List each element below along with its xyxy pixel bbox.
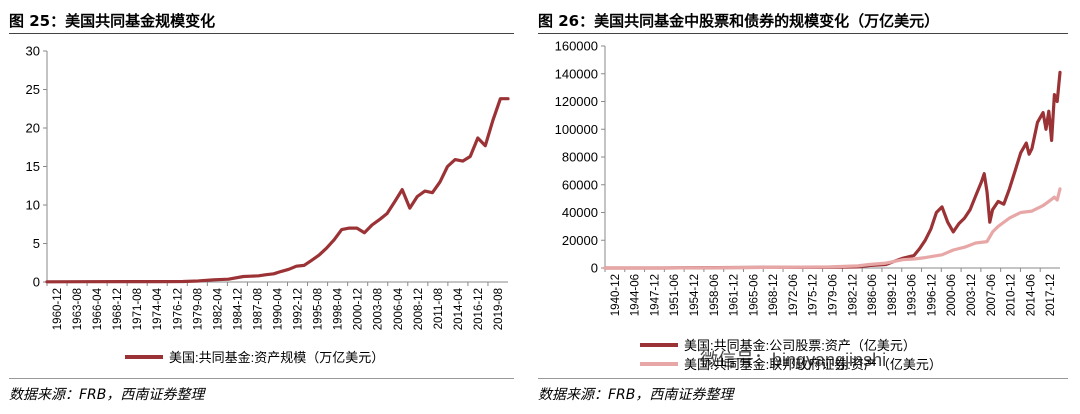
right-x-tick-label: 2014-06	[1025, 274, 1037, 316]
right-x-tick-label: 1961-12	[729, 274, 741, 316]
left-y-tick-label: 10	[26, 198, 40, 213]
right-chart: 0 20000 40000 60000 80000 100000 120000 140000 1…	[555, 39, 1062, 372]
left-x-tick-label: 2019-08	[493, 288, 505, 330]
right-x-tick-label: 1968-12	[768, 274, 780, 316]
right-x-tick-label: 1954-12	[689, 274, 701, 316]
right-x-tick-label: 2007-06	[986, 274, 998, 316]
right-y-tick-label: 100000	[555, 122, 598, 137]
left-x-tick-label: 1984-12	[232, 288, 244, 330]
left-x-tick-label: 1979-08	[192, 288, 204, 330]
right-x-tick-label: 1989-12	[887, 274, 899, 316]
left-x-tick-label: 2003-08	[373, 288, 385, 330]
right-y-tick-label: 140000	[555, 66, 598, 81]
left-x-tick-label: 2006-04	[393, 287, 405, 330]
right-legend-label-2: 美国:共同基金:联邦政府证券:资产（亿美元）	[684, 357, 942, 372]
right-y-tick-label: 0	[591, 261, 598, 276]
right-x-tick-label: 2017-12	[1045, 274, 1057, 316]
right-x-tick-label: 2003-12	[966, 274, 978, 316]
right-x-tick-label: 1986-06	[867, 274, 879, 316]
right-x-tick-label: 1996-12	[926, 274, 938, 316]
left-x-tick-label: 2000-12	[353, 288, 365, 330]
left-y-tick-label: 0	[33, 275, 40, 290]
left-x-tick-label: 1987-08	[252, 288, 264, 330]
left-x-tick-label: 1995-08	[313, 288, 325, 330]
right-x-tick-label: 1940-12	[610, 274, 622, 316]
right-y-tick-label: 40000	[562, 205, 598, 220]
left-x-tick-label: 1974-04	[152, 287, 164, 330]
left-x-tick-label: 1990-04	[273, 287, 285, 330]
right-y-tick-label: 20000	[562, 233, 598, 248]
left-y-tick-label: 20	[26, 121, 40, 136]
left-y-tick-label: 25	[26, 82, 40, 97]
left-source-note: 数据来源：FRB，西南证券整理	[9, 387, 205, 403]
right-x-tick-label: 1951-06	[669, 274, 681, 316]
right-x-tick-label: 1947-12	[649, 274, 661, 316]
right-legend-label-1: 美国:共同基金:公司股票:资产（亿美元）	[684, 338, 916, 353]
left-x-tick-label: 1998-04	[333, 287, 345, 330]
right-y-tick-label: 120000	[555, 94, 598, 109]
right-x-tick-label: 1944-06	[630, 274, 642, 316]
left-x-tick-label: 2008-12	[413, 288, 425, 330]
right-x-tick-label: 1972-06	[788, 274, 800, 316]
right-x-tick-label: 1993-06	[907, 274, 919, 316]
watermark-text: 微信号：bingyangjinshi	[700, 350, 886, 370]
left-x-tick-label: 1963-08	[72, 288, 84, 330]
right-series-line-1	[603, 70, 1062, 270]
left-y-tick-label: 5	[33, 236, 40, 251]
left-x-tick-label: 1982-04	[212, 287, 224, 330]
right-series-line-2	[603, 187, 1062, 270]
left-x-tick-label: 2014-04	[453, 287, 465, 330]
left-x-tick-label: 1966-04	[92, 287, 104, 330]
right-x-tick-label: 1982-12	[847, 274, 859, 316]
left-chart: 0 5 10 15 20 25 30 1960-12 1963-08 1966-04 1968-12…	[26, 44, 510, 365]
left-y-tick-label: 30	[26, 44, 40, 59]
right-y-tick-label: 160000	[555, 39, 598, 54]
right-source-rule	[538, 378, 1068, 379]
right-chart-title: 图 26：美国共同基金中股票和债券的规模变化（万亿美元）	[538, 12, 940, 30]
left-series-line-1	[45, 97, 510, 284]
right-x-tick-label: 1958-06	[709, 274, 721, 316]
left-x-tick-label: 1976-12	[172, 288, 184, 330]
right-title-rule	[538, 33, 1068, 34]
right-y-tick-label: 80000	[562, 150, 598, 165]
right-x-tick-label: 2000-06	[946, 274, 958, 316]
left-x-tick-label: 1992-12	[293, 288, 305, 330]
left-x-tick-label: 1968-12	[112, 288, 124, 330]
right-source-note: 数据来源：FRB，西南证券整理	[538, 387, 734, 403]
right-y-tick-label: 60000	[562, 177, 598, 192]
left-legend-label-1: 美国:共同基金:资产规模（万亿美元）	[169, 350, 384, 365]
right-x-tick-label: 1975-12	[808, 274, 820, 316]
right-x-tick-label: 1965-06	[748, 274, 760, 316]
left-y-tick-label: 15	[26, 159, 40, 174]
left-x-tick-label: 2016-12	[473, 288, 485, 330]
left-x-tick-label: 1971-08	[132, 288, 144, 330]
right-x-tick-label: 1979-06	[828, 274, 840, 316]
right-x-tick-label: 2010-12	[1006, 274, 1018, 316]
left-x-tick-label: 1960-12	[52, 288, 64, 330]
left-chart-title: 图 25：美国共同基金规模变化	[9, 12, 216, 30]
left-title-rule	[9, 33, 514, 34]
left-source-rule	[9, 378, 514, 379]
left-x-tick-label: 2011-08	[433, 288, 445, 329]
